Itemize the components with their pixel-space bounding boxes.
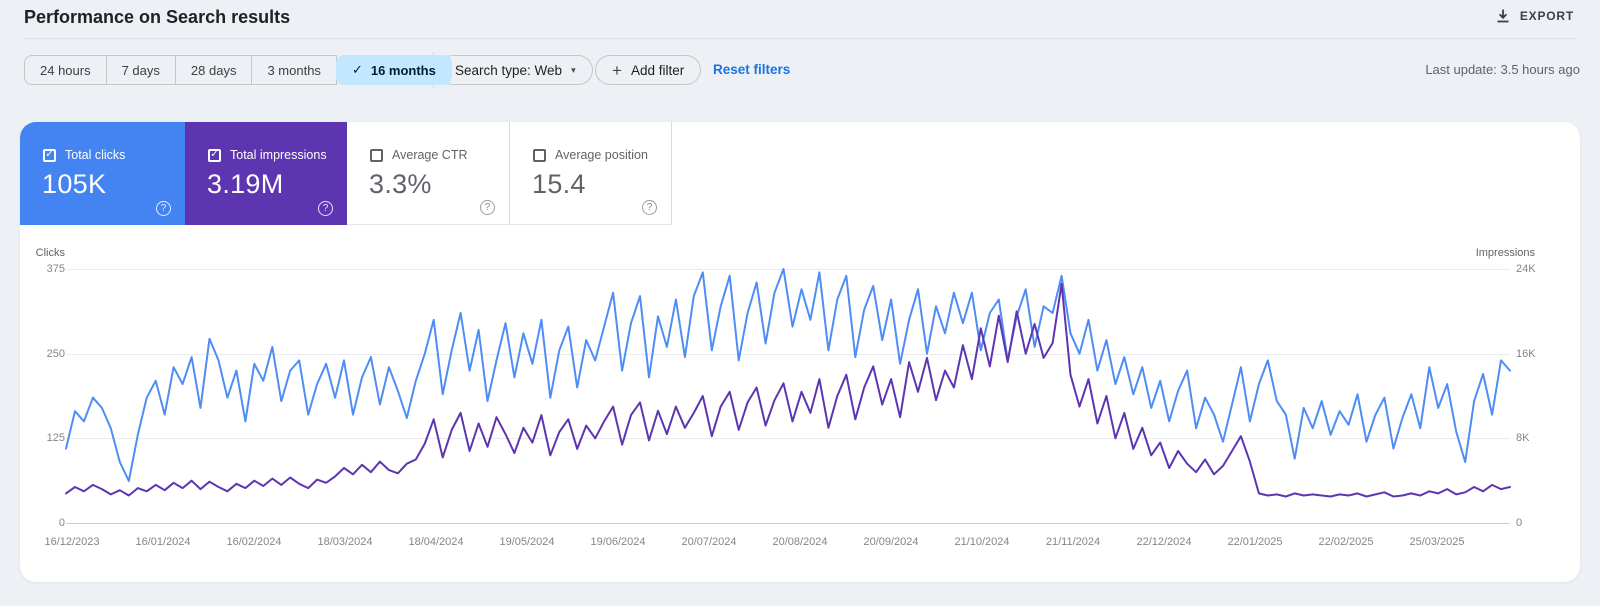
- x-axis-label: 21/11/2024: [1045, 536, 1101, 548]
- metric-label: Total clicks: [65, 148, 126, 162]
- x-axis-label: 19/05/2024: [499, 536, 555, 548]
- metric-label: Total impressions: [230, 148, 327, 162]
- chip-label: 16 months: [370, 62, 436, 78]
- x-axis-label: 22/01/2025: [1227, 536, 1283, 548]
- chip-label: 7 days: [121, 62, 160, 78]
- gridline: [66, 354, 1510, 355]
- x-axis-label: 18/04/2024: [408, 536, 464, 548]
- add-filter-button[interactable]: + Add filter: [595, 55, 702, 85]
- metric-card-total-clicks[interactable]: ✓ Total clicks 105K ?: [20, 122, 185, 225]
- right-axis-tick: 16K: [1516, 348, 1536, 360]
- metric-value: 3.19M: [207, 169, 284, 199]
- checkbox-total-impressions[interactable]: ✓: [208, 148, 221, 162]
- left-axis-tick: 125: [46, 432, 65, 444]
- right-axis-title: Impressions: [1475, 247, 1535, 259]
- help-icon[interactable]: ?: [318, 201, 333, 216]
- header-divider: [24, 38, 1576, 39]
- x-axis-label: 21/10/2024: [954, 536, 1010, 548]
- reset-filters-link[interactable]: Reset filters: [713, 62, 791, 77]
- x-axis-line: [66, 523, 1510, 524]
- date-range-chip-16-months[interactable]: ✓ 16 months: [335, 55, 452, 85]
- chip-label: 3 months: [267, 62, 321, 78]
- metric-card-average-ctr[interactable]: Average CTR 3.3% ?: [347, 122, 510, 225]
- metric-value: 105K: [42, 169, 107, 199]
- search-type-label: Search type: Web: [455, 62, 563, 78]
- plus-icon: +: [612, 60, 622, 80]
- help-icon[interactable]: ?: [480, 200, 495, 215]
- date-range-chip-3-months[interactable]: 3 months: [251, 55, 337, 85]
- metric-value: 3.3%: [369, 169, 432, 199]
- left-axis-tick: 0: [58, 517, 65, 529]
- x-axis-label: 20/09/2024: [863, 536, 919, 548]
- x-axis-label: 16/02/2024: [226, 536, 282, 548]
- left-axis-title: Clicks: [35, 247, 65, 259]
- chip-label: 24 hours: [40, 62, 91, 78]
- metric-label: Average position: [555, 148, 648, 162]
- gridline: [66, 269, 1510, 270]
- metric-value: 15.4: [532, 169, 586, 199]
- x-axis-label: 25/03/2025: [1409, 536, 1465, 548]
- x-axis-label: 18/03/2024: [317, 536, 373, 548]
- help-icon[interactable]: ?: [642, 200, 657, 215]
- page-title: Performance on Search results: [24, 7, 291, 27]
- metric-label: Average CTR: [392, 148, 468, 162]
- gridline: [66, 438, 1510, 439]
- left-axis-tick: 375: [46, 263, 65, 275]
- date-range-chip-28-days[interactable]: 28 days: [174, 55, 253, 85]
- x-axis-label: 19/06/2024: [590, 536, 646, 548]
- x-axis-label: 16/12/2023: [44, 536, 100, 548]
- date-range-chip-group: 24 hours 7 days 28 days 3 months ✓ 16 mo…: [24, 55, 452, 85]
- date-range-chip-24-hours[interactable]: 24 hours: [24, 55, 107, 85]
- export-label: EXPORT: [1519, 9, 1574, 23]
- checkbox-total-clicks[interactable]: ✓: [43, 148, 56, 162]
- right-axis-tick: 24K: [1516, 263, 1536, 275]
- left-axis-tick: 250: [46, 348, 65, 360]
- metric-card-total-impressions[interactable]: ✓ Total impressions 3.19M ?: [185, 122, 347, 225]
- series-line-clicks: [65, 268, 1511, 482]
- chevron-down-icon: ▾: [571, 64, 576, 75]
- metric-card-average-position[interactable]: Average position 15.4 ?: [510, 122, 672, 225]
- x-axis-label: 20/07/2024: [681, 536, 737, 548]
- series-line-impressions: [65, 282, 1511, 498]
- x-axis-label: 16/01/2024: [135, 536, 191, 548]
- help-icon[interactable]: ?: [156, 201, 171, 216]
- right-axis-tick: 8K: [1516, 432, 1530, 444]
- performance-panel: ✓ Total clicks 105K ? ✓ Total impression…: [20, 122, 1580, 582]
- checkbox-average-ctr[interactable]: [370, 148, 383, 162]
- export-button[interactable]: EXPORT: [1495, 2, 1574, 30]
- checkbox-average-position[interactable]: [533, 148, 546, 162]
- check-icon: ✓: [351, 62, 363, 77]
- x-axis-label: 22/12/2024: [1136, 536, 1192, 548]
- last-update-text: Last update: 3.5 hours ago: [1425, 62, 1580, 77]
- x-axis-label: 20/08/2024: [772, 536, 828, 548]
- search-type-dropdown[interactable]: Search type: Web ▾: [438, 55, 593, 85]
- date-range-chip-7-days[interactable]: 7 days: [105, 55, 176, 85]
- add-filter-label: Add filter: [630, 62, 685, 78]
- right-axis-tick: 0: [1516, 517, 1523, 529]
- chip-label: 28 days: [190, 62, 237, 78]
- x-axis-label: 22/02/2025: [1318, 536, 1374, 548]
- download-icon: [1497, 9, 1509, 23]
